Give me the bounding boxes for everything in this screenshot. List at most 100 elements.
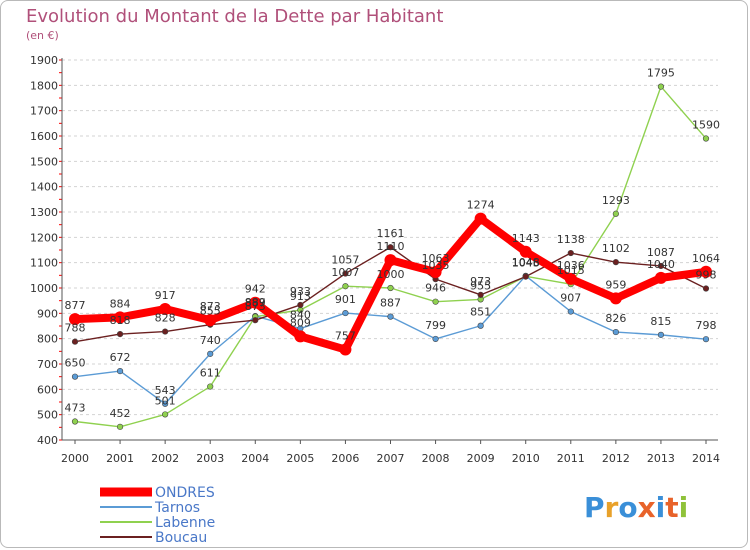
point-tarnos-2014	[702, 336, 710, 343]
x-tick-label-2004: 2004	[241, 452, 269, 465]
point-labenne-2014	[702, 135, 710, 142]
point-boucau-2014	[702, 285, 710, 292]
data-label-tarnos-2013: 815	[650, 315, 671, 328]
data-label-labenne-2000: 473	[65, 402, 86, 415]
y-tick-label-1900: 1900	[30, 54, 58, 67]
point-ondres-2003	[204, 314, 217, 327]
data-label-ondres-2002: 917	[155, 289, 176, 302]
data-label-boucau-2000: 788	[65, 322, 86, 335]
x-tick-label-2010: 2010	[512, 452, 540, 465]
data-label-ondres-2004: 942	[245, 283, 266, 296]
point-tarnos-2006	[342, 309, 349, 317]
point-ondres-2010	[519, 245, 532, 258]
point-boucau-2012	[612, 259, 619, 266]
x-tick-label-2005: 2005	[286, 452, 314, 465]
data-label-boucau-2007: 1161	[377, 227, 405, 240]
x-tick-label-2003: 2003	[196, 452, 224, 465]
point-boucau-2001	[116, 331, 124, 338]
point-ondres-2002	[159, 303, 172, 316]
point-boucau-2004	[252, 317, 259, 324]
y-tick-label-600: 600	[37, 383, 58, 396]
data-label-ondres-2001: 884	[110, 297, 131, 310]
data-label-labenne-2007: 1000	[377, 268, 405, 281]
y-tick-label-1500: 1500	[30, 155, 58, 168]
point-boucau-2000	[71, 338, 79, 345]
point-ondres-2005	[294, 330, 307, 343]
y-tick-label-1200: 1200	[30, 231, 58, 244]
point-boucau-2005	[297, 301, 304, 309]
data-label-labenne-2003: 611	[200, 367, 221, 380]
data-label-ondres-2007: 1110	[377, 240, 405, 253]
proxiti-logo: Proxiti	[584, 491, 688, 524]
y-tick-label-900: 900	[37, 307, 58, 320]
point-ondres-2001	[114, 311, 127, 324]
x-tick-label-2009: 2009	[467, 452, 495, 465]
data-label-tarnos-2011: 907	[560, 292, 581, 305]
point-boucau-2006	[342, 270, 349, 277]
point-tarnos-2011	[567, 308, 574, 315]
x-tick-label-2002: 2002	[151, 452, 179, 465]
point-ondres-2014	[700, 265, 712, 278]
data-label-tarnos-2009: 851	[470, 306, 491, 319]
point-labenne-2002	[162, 411, 169, 418]
point-ondres-2009	[474, 212, 487, 225]
data-label-tarnos-2001: 672	[110, 351, 131, 364]
legend-label-ondres: ONDRES	[155, 485, 215, 501]
data-label-ondres-2014: 1064	[692, 252, 720, 265]
data-label-labenne-2010: 1046	[512, 256, 540, 269]
data-label-tarnos-2007: 887	[380, 297, 401, 310]
point-boucau-2011	[567, 249, 574, 257]
point-labenne-2001	[116, 423, 124, 430]
data-label-ondres-2009: 1274	[467, 199, 495, 212]
y-tick-label-1800: 1800	[30, 79, 58, 92]
series-lines	[69, 83, 712, 430]
data-label-ondres-2008: 1063	[422, 252, 450, 265]
data-label-tarnos-2004: 889	[245, 296, 266, 309]
data-label-ondres-2005: 809	[290, 316, 311, 329]
y-tick-label-1100: 1100	[30, 257, 58, 270]
data-label-labenne-2001: 452	[110, 407, 131, 420]
y-tick-label-500: 500	[37, 409, 58, 422]
data-label-boucau-2005: 933	[290, 285, 311, 298]
data-label-boucau-2014: 998	[696, 269, 717, 282]
y-tick-label-1600: 1600	[30, 130, 58, 143]
data-label-labenne-2008: 946	[425, 282, 446, 295]
logo-text: Proxiti	[584, 491, 688, 524]
point-ondres-2012	[609, 292, 622, 305]
point-labenne-2013	[657, 83, 665, 90]
data-label-labenne-2004: 887	[245, 297, 266, 310]
data-label-boucau-2013: 1087	[647, 246, 675, 259]
y-tick-label-1700: 1700	[30, 105, 58, 118]
data-label-boucau-2006: 1057	[331, 254, 359, 267]
point-tarnos-2009	[477, 322, 484, 329]
data-label-boucau-2012: 1102	[602, 242, 630, 255]
point-ondres-2006	[339, 343, 352, 356]
data-label-tarnos-2006: 901	[335, 293, 356, 306]
x-tick-label-2011: 2011	[557, 452, 585, 465]
legend-label-labenne: Labenne	[155, 515, 215, 531]
point-ondres-2000	[69, 313, 81, 326]
point-boucau-2002	[162, 328, 169, 335]
point-tarnos-2002	[162, 400, 169, 407]
chart-title: Evolution du Montant de la Dette par Hab…	[26, 6, 443, 27]
data-label-labenne-2009: 955	[470, 279, 491, 292]
data-label-ondres-2006: 757	[335, 330, 356, 343]
data-label-ondres-2000: 877	[65, 299, 86, 312]
legend-label-boucau: Boucau	[155, 530, 207, 546]
x-tick-label-2001: 2001	[106, 452, 134, 465]
x-tick-label-2007: 2007	[377, 452, 405, 465]
x-tick-label-2014: 2014	[692, 452, 720, 465]
data-label-tarnos-2010: 1048	[512, 256, 540, 269]
data-label-tarnos-2003: 740	[200, 334, 221, 347]
point-tarnos-2003	[207, 350, 214, 357]
point-labenne-2007	[387, 284, 394, 292]
point-ondres-2004	[249, 296, 262, 309]
data-label-labenne-2013: 1795	[647, 67, 675, 80]
data-label-tarnos-2005: 840	[290, 309, 311, 322]
y-tick-label-800: 800	[37, 333, 58, 346]
y-tick-label-1300: 1300	[30, 206, 58, 219]
legend-label-tarnos: Tarnos	[154, 500, 200, 516]
